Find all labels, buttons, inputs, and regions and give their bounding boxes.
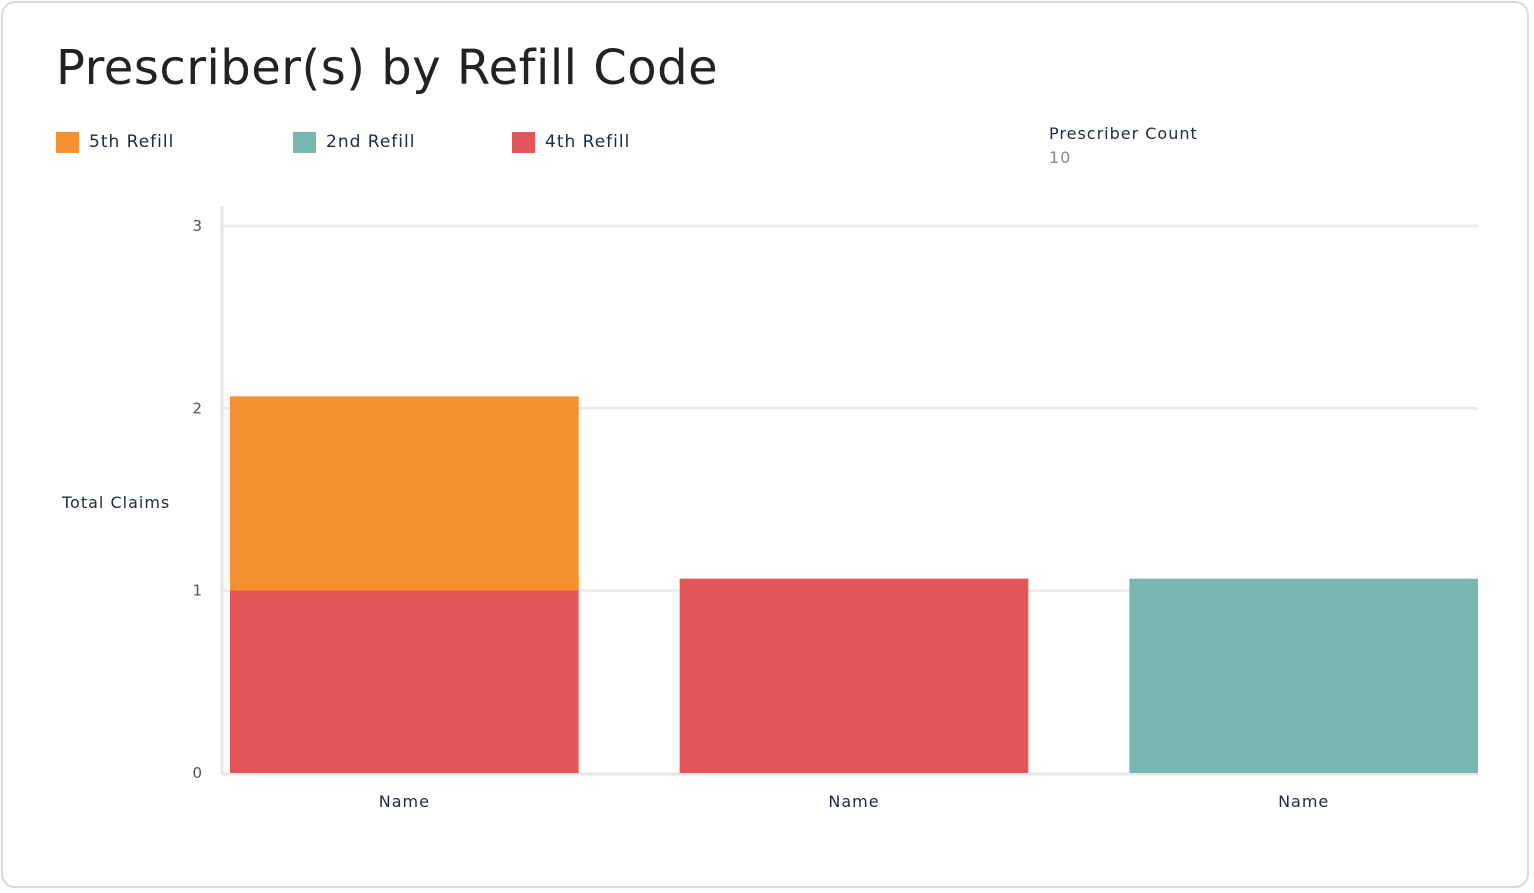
y-tick-label: 1: [192, 582, 202, 600]
y-tick-label: 2: [192, 399, 202, 417]
legend-swatch: [293, 131, 316, 153]
x-tick-label: Name: [379, 792, 430, 811]
x-tick-label: Name: [1278, 792, 1329, 811]
bar-4th-refill: [230, 578, 579, 773]
chart-title: Prescriber(s) by Refill Code: [56, 40, 719, 96]
legend-item-5th-refill[interactable]: 5th Refill: [56, 130, 174, 154]
legend-label: 5th Refill: [89, 132, 175, 152]
legend-swatch: [512, 131, 535, 153]
x-tick-label: Name: [828, 792, 879, 811]
bar-4th-refill: [679, 578, 1029, 773]
y-axis-label: Total Claims: [62, 493, 171, 512]
legend-label: 2nd Refill: [326, 132, 416, 152]
y-tick-label: 3: [192, 217, 202, 235]
legend-label: 4th Refill: [545, 132, 631, 152]
y-tick-label: 0: [192, 764, 202, 782]
legend-swatch: [56, 131, 79, 153]
bar-5th-refill: [230, 396, 579, 591]
legend-item-4th-refill[interactable]: 4th Refill: [512, 130, 630, 154]
bar-2nd-refill: [1129, 578, 1478, 773]
prescriber-count-value: 10: [1049, 148, 1072, 167]
legend-item-2nd-refill[interactable]: 2nd Refill: [293, 130, 415, 154]
prescriber-count-label: Prescriber Count: [1049, 124, 1198, 143]
